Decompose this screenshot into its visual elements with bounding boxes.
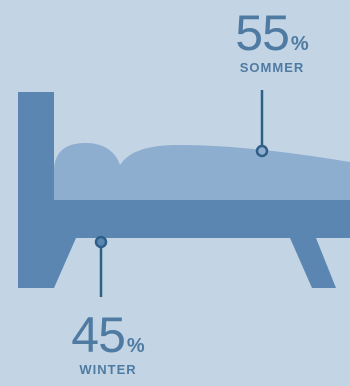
winter-label: WINTER: [79, 362, 137, 377]
bed-headboard: [18, 92, 54, 288]
summer-duvet: [54, 143, 350, 200]
summer-value: 55: [235, 5, 290, 61]
summer-stat: 55% SOMMER: [222, 8, 322, 75]
winter-bed-frame: [54, 200, 350, 288]
winter-pointer-dot: [94, 235, 108, 249]
summer-unit: %: [290, 33, 309, 55]
summer-label: SOMMER: [239, 60, 305, 75]
summer-percentage: 55%: [222, 8, 322, 58]
winter-stat: 45% WINTER: [58, 310, 158, 377]
winter-unit: %: [126, 335, 145, 357]
winter-percentage: 45%: [58, 310, 158, 360]
winter-value: 45: [71, 307, 126, 363]
summer-pointer-dot: [255, 144, 269, 158]
